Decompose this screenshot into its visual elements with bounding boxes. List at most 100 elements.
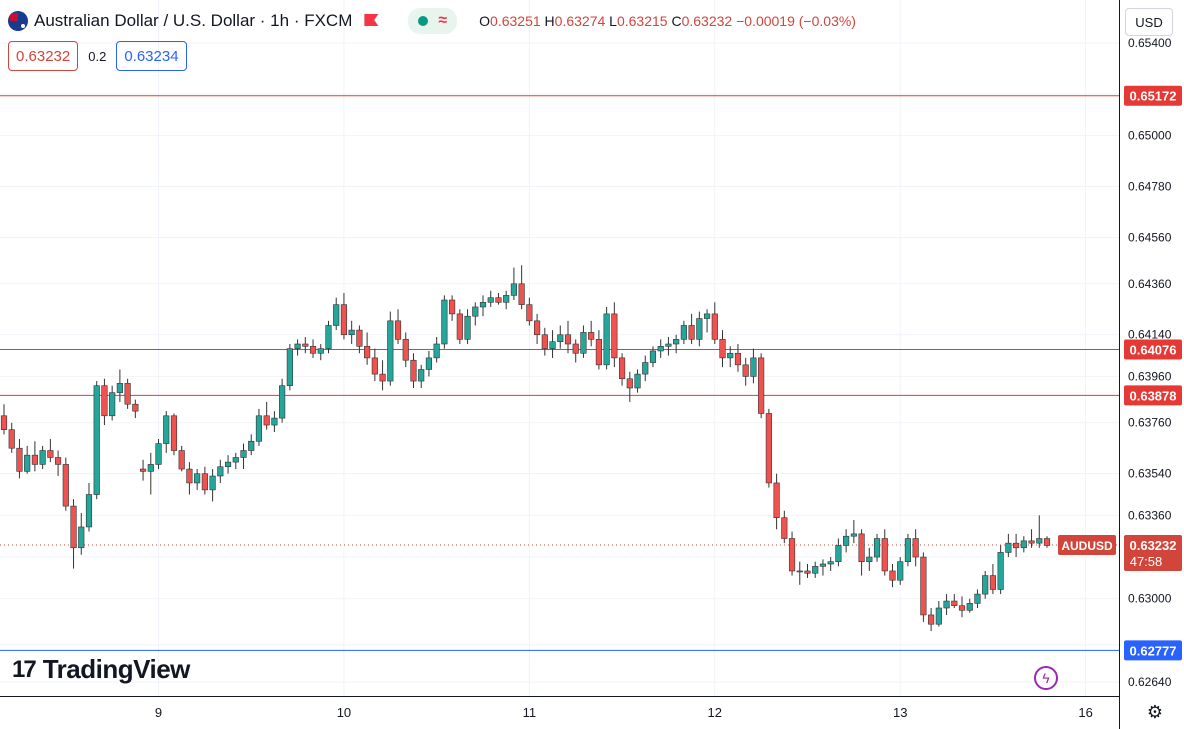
close-value: 0.63232 bbox=[681, 13, 733, 29]
sell-button[interactable]: 0.63232 bbox=[8, 41, 79, 71]
candle-body bbox=[371, 357, 378, 375]
candle-body bbox=[943, 600, 950, 609]
candle-body bbox=[626, 378, 633, 389]
time-tick-label: 10 bbox=[337, 705, 351, 720]
candle-body bbox=[603, 313, 610, 366]
candle-body bbox=[348, 329, 355, 336]
candle-body bbox=[364, 346, 371, 359]
candle-body bbox=[294, 343, 301, 349]
candle-body bbox=[974, 593, 981, 604]
candle-body bbox=[835, 545, 842, 562]
time-tick-label: 16 bbox=[1078, 705, 1092, 720]
candle-body bbox=[309, 346, 317, 354]
candle-body bbox=[827, 561, 834, 565]
candle-body bbox=[673, 339, 680, 345]
currency-button[interactable]: USD bbox=[1125, 8, 1173, 36]
candle-body bbox=[750, 357, 757, 377]
candle-body bbox=[1020, 540, 1027, 549]
candle-body bbox=[16, 447, 23, 472]
candle-body bbox=[1036, 538, 1043, 544]
countdown-text: 47:58 bbox=[1130, 554, 1163, 569]
candle-body bbox=[495, 297, 502, 303]
candle-body bbox=[951, 600, 958, 606]
last-price-box bbox=[1124, 535, 1182, 572]
candle-body bbox=[1005, 542, 1012, 553]
level-label-box bbox=[1124, 85, 1182, 106]
flag-marker-icon[interactable] bbox=[364, 14, 378, 28]
ohlc-readout: O0.63251 H0.63274 L0.63215 C0.63232 −0.0… bbox=[479, 13, 856, 29]
candle-body bbox=[209, 475, 216, 491]
candle-body bbox=[989, 575, 996, 590]
candle-body bbox=[116, 383, 123, 393]
candle-body bbox=[719, 339, 726, 359]
candle-body bbox=[387, 320, 394, 382]
candle-body bbox=[271, 417, 278, 426]
candle-body bbox=[170, 415, 178, 451]
candle-body bbox=[711, 313, 718, 340]
candle-body bbox=[920, 556, 927, 616]
tradingview-logo[interactable]: 17 TradingView bbox=[12, 654, 190, 685]
candle-body bbox=[232, 457, 239, 463]
price-tick-label: 0.63760 bbox=[1128, 416, 1172, 430]
level-label-text: 0.65172 bbox=[1130, 89, 1177, 104]
market-status-pill[interactable]: ≈ bbox=[408, 8, 458, 34]
chart-header: Australian Dollar / U.S. Dollar · 1h · F… bbox=[8, 8, 856, 34]
level-label-text: 0.63878 bbox=[1130, 388, 1177, 403]
candle-body bbox=[503, 295, 510, 303]
candle-body bbox=[255, 415, 263, 442]
candle-body bbox=[441, 299, 448, 345]
candle-body bbox=[557, 334, 564, 342]
candle-body bbox=[796, 570, 803, 573]
symbol-title[interactable]: Australian Dollar / U.S. Dollar · 1h · F… bbox=[34, 11, 353, 30]
candle-body bbox=[449, 299, 456, 315]
level-label-box bbox=[1124, 339, 1182, 360]
candle-body bbox=[765, 413, 772, 484]
candle-body bbox=[572, 343, 579, 354]
candle-body bbox=[464, 315, 471, 340]
candle-body bbox=[47, 450, 54, 458]
candle-body bbox=[935, 607, 942, 625]
candle-body bbox=[580, 332, 587, 354]
candle-body bbox=[1043, 538, 1051, 546]
candle-body bbox=[866, 556, 873, 562]
candle-body bbox=[93, 385, 100, 495]
symbol-badge bbox=[1058, 535, 1116, 556]
candle-body bbox=[966, 603, 973, 611]
settings-gear-icon[interactable]: ⚙ bbox=[1146, 702, 1164, 722]
candle-body bbox=[858, 533, 865, 562]
candle-body bbox=[703, 313, 711, 319]
price-tick-label: 0.64780 bbox=[1128, 180, 1172, 194]
candle-body bbox=[479, 302, 487, 308]
level-label-text: 0.64076 bbox=[1130, 343, 1177, 358]
candle-body bbox=[696, 318, 703, 340]
candle-body bbox=[248, 440, 255, 451]
candle-body bbox=[279, 385, 286, 419]
candle-body bbox=[379, 373, 386, 382]
candle-body bbox=[1013, 542, 1020, 549]
quote-buttons: 0.63232 0.2 0.63234 bbox=[8, 41, 187, 71]
spread-value: 0.2 bbox=[88, 48, 107, 64]
candle-body bbox=[688, 325, 695, 340]
candle-body bbox=[850, 533, 857, 537]
candle-body bbox=[433, 343, 440, 359]
candle-body bbox=[634, 373, 641, 389]
candle-body bbox=[163, 415, 170, 444]
candle-body bbox=[526, 304, 533, 322]
high-label: H bbox=[544, 13, 555, 29]
candle-body bbox=[881, 538, 888, 572]
market-open-dot-icon bbox=[418, 16, 429, 26]
candle-body bbox=[286, 348, 293, 386]
candle-body bbox=[263, 415, 270, 426]
symbol-badge-text: AUDUSD bbox=[1061, 539, 1113, 553]
candle-body bbox=[101, 385, 108, 417]
candle-body bbox=[510, 283, 517, 296]
price-tick-label: 0.63000 bbox=[1128, 592, 1172, 606]
candle-body bbox=[1028, 540, 1035, 544]
aud-usd-flag-icon bbox=[8, 11, 28, 31]
lightning-icon[interactable]: ϟ bbox=[1034, 666, 1058, 690]
buy-button[interactable]: 0.63234 bbox=[116, 41, 187, 71]
candle-body bbox=[727, 352, 734, 359]
candle-body bbox=[201, 473, 208, 491]
